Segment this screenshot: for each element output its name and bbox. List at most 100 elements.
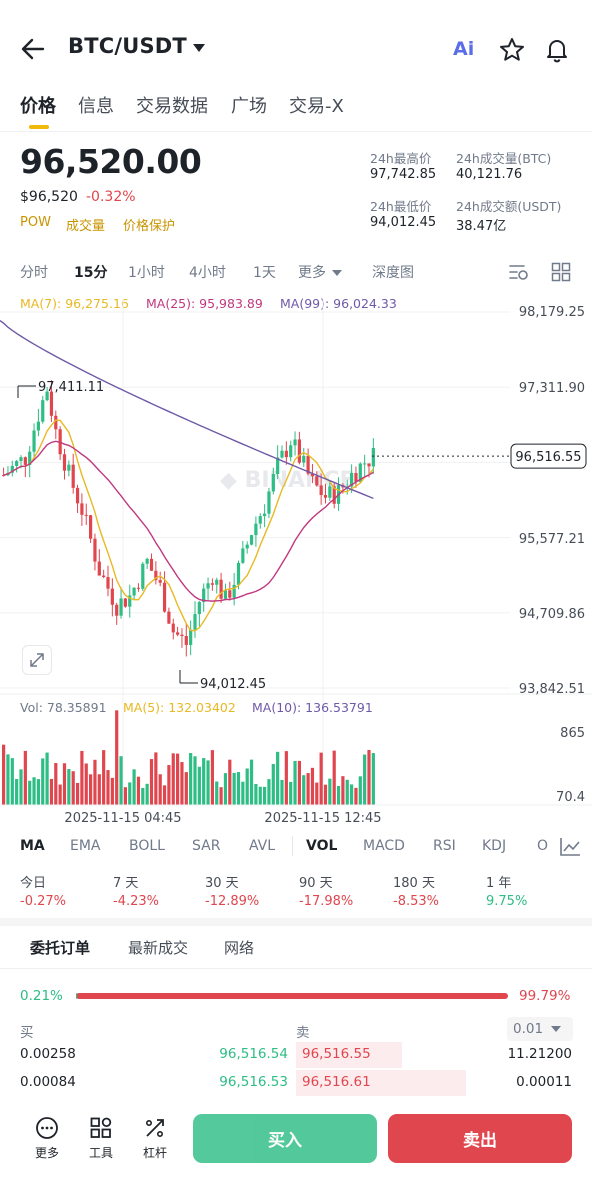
- volume-bar: [289, 781, 293, 805]
- grid-layout-icon[interactable]: [551, 262, 571, 282]
- leverage-label: 杠杆: [142, 1146, 167, 1160]
- interval-1h[interactable]: 1小时: [128, 265, 165, 281]
- bell-icon[interactable]: [543, 36, 571, 64]
- candle-body: [210, 583, 214, 585]
- badge-price-protection[interactable]: 价格保护: [123, 219, 176, 234]
- orderbook-ask-price[interactable]: 96,516.61: [302, 1074, 371, 1090]
- candle-body: [232, 584, 236, 598]
- interval-more[interactable]: 更多: [298, 262, 342, 282]
- indicator-kdj[interactable]: KDJ: [482, 838, 507, 854]
- indicator-sar[interactable]: SAR: [192, 838, 221, 854]
- candle-body: [258, 516, 262, 524]
- candlestick-chart[interactable]: ◆ BINANCE 98,179.25 97,311.90 95,577.21 94,…: [0, 300, 592, 830]
- candle-body: [241, 548, 245, 563]
- tab-trade-x[interactable]: 交易-X: [289, 96, 344, 117]
- chart-settings-icon[interactable]: [508, 262, 530, 282]
- candle-body: [110, 588, 114, 605]
- indicator-boll[interactable]: BOLL: [129, 838, 165, 854]
- more-tool[interactable]: 更多: [27, 1116, 67, 1161]
- orderbook-ask-qty[interactable]: 11.21200: [507, 1046, 572, 1062]
- period-value: -0.27%: [20, 894, 66, 909]
- x-tick-label: 2025-11-15 04:45: [64, 811, 181, 826]
- volume-bar: [171, 753, 175, 805]
- volume-bar: [193, 756, 197, 805]
- tab-trading-data[interactable]: 交易数据: [136, 96, 208, 117]
- volume-bar: [128, 782, 132, 805]
- indicator-ma[interactable]: MA: [20, 838, 45, 854]
- candle-body: [189, 629, 193, 645]
- back-arrow-icon[interactable]: [18, 34, 48, 64]
- indicator-vol[interactable]: VOL: [306, 838, 338, 854]
- volume-value: 40,121.76: [456, 167, 523, 182]
- sell-button[interactable]: 卖出: [388, 1114, 572, 1163]
- volume-bar: [41, 758, 45, 805]
- candle-body: [10, 465, 14, 473]
- orderbook-ask-price[interactable]: 96,516.55: [302, 1046, 371, 1062]
- candle-body: [23, 457, 27, 465]
- chevron-down-icon[interactable]: [193, 44, 205, 52]
- tab-price[interactable]: 价格: [20, 96, 56, 117]
- orderbook-bid-qty[interactable]: 0.00258: [20, 1046, 76, 1062]
- volume-bar: [367, 749, 371, 805]
- candle-body: [93, 538, 97, 562]
- interval-depth[interactable]: 深度图: [372, 265, 414, 281]
- star-icon[interactable]: [498, 36, 526, 64]
- period-value: -8.53%: [393, 894, 439, 909]
- volume-bar: [93, 759, 97, 805]
- volume-bar: [15, 779, 19, 805]
- indicator-rsi[interactable]: RSI: [433, 838, 456, 854]
- orderbook-bid-price[interactable]: 96,516.53: [219, 1074, 288, 1090]
- indicator-ema[interactable]: EMA: [70, 838, 101, 854]
- volume-bar: [310, 767, 315, 805]
- ma99-legend: MA(99): 96,024.33: [280, 296, 397, 311]
- orderbook-bid-qty[interactable]: 0.00084: [20, 1074, 76, 1090]
- leverage-tool[interactable]: 杠杆: [135, 1116, 175, 1161]
- candle-body: [306, 455, 310, 474]
- chevron-down-icon: [332, 270, 342, 276]
- volume-bar: [284, 751, 288, 805]
- interval-1d[interactable]: 1天: [253, 265, 276, 281]
- volume-bar: [167, 765, 171, 805]
- sell-ratio: 99.79%: [519, 988, 571, 1004]
- interval-15m[interactable]: 15分: [74, 265, 108, 281]
- tools-tool[interactable]: 工具: [81, 1116, 121, 1161]
- tab-latest-trades[interactable]: 最新成交: [128, 939, 189, 957]
- pair-title[interactable]: BTC/USDT: [68, 34, 187, 58]
- buy-button[interactable]: 买入: [193, 1114, 377, 1163]
- last-price: 96,520.00: [20, 142, 202, 181]
- last-price-tag: [510, 443, 587, 469]
- indicator-avl[interactable]: AVL: [249, 838, 276, 854]
- y-tick-label: 93,842.51: [519, 682, 585, 697]
- tab-orders[interactable]: 委托订单: [30, 939, 91, 957]
- amount-value: 38.47亿: [456, 219, 507, 234]
- volume-bar: [180, 762, 184, 805]
- tab-square[interactable]: 广场: [231, 96, 267, 117]
- indicator-settings-icon[interactable]: [558, 836, 582, 858]
- watermark-logo: ◆ BINANCE: [220, 468, 355, 493]
- volume-bar: [80, 750, 84, 805]
- badge-pow[interactable]: POW: [20, 215, 51, 230]
- precision-select[interactable]: 0.01: [507, 1017, 573, 1041]
- orderbook-ask-qty[interactable]: 0.00011: [516, 1074, 572, 1090]
- expand-button[interactable]: [22, 645, 52, 675]
- volume-bar: [89, 774, 93, 805]
- tab-info[interactable]: 信息: [78, 96, 114, 117]
- ai-icon[interactable]: Ai: [450, 36, 478, 64]
- volume-bar: [145, 783, 149, 805]
- badge-volume[interactable]: 成交量: [66, 219, 106, 234]
- volume-bar: [184, 772, 188, 805]
- candle-body: [15, 460, 19, 466]
- interval-timeline[interactable]: 分时: [20, 265, 48, 281]
- indicator-macd[interactable]: MACD: [363, 838, 405, 854]
- candle-body: [328, 486, 332, 498]
- orderbook-bid-price[interactable]: 96,516.54: [219, 1046, 288, 1062]
- candle-body: [75, 487, 80, 504]
- low-marker-label: 94,012.45: [200, 677, 266, 692]
- tab-network[interactable]: 网络: [224, 939, 255, 957]
- volume-bar: [67, 769, 71, 805]
- volume-bar: [45, 752, 49, 805]
- ask-depth-bar: [296, 1042, 402, 1068]
- volume-bar: [210, 750, 214, 805]
- indicator-more[interactable]: O: [537, 838, 549, 854]
- interval-4h[interactable]: 4小时: [189, 265, 226, 281]
